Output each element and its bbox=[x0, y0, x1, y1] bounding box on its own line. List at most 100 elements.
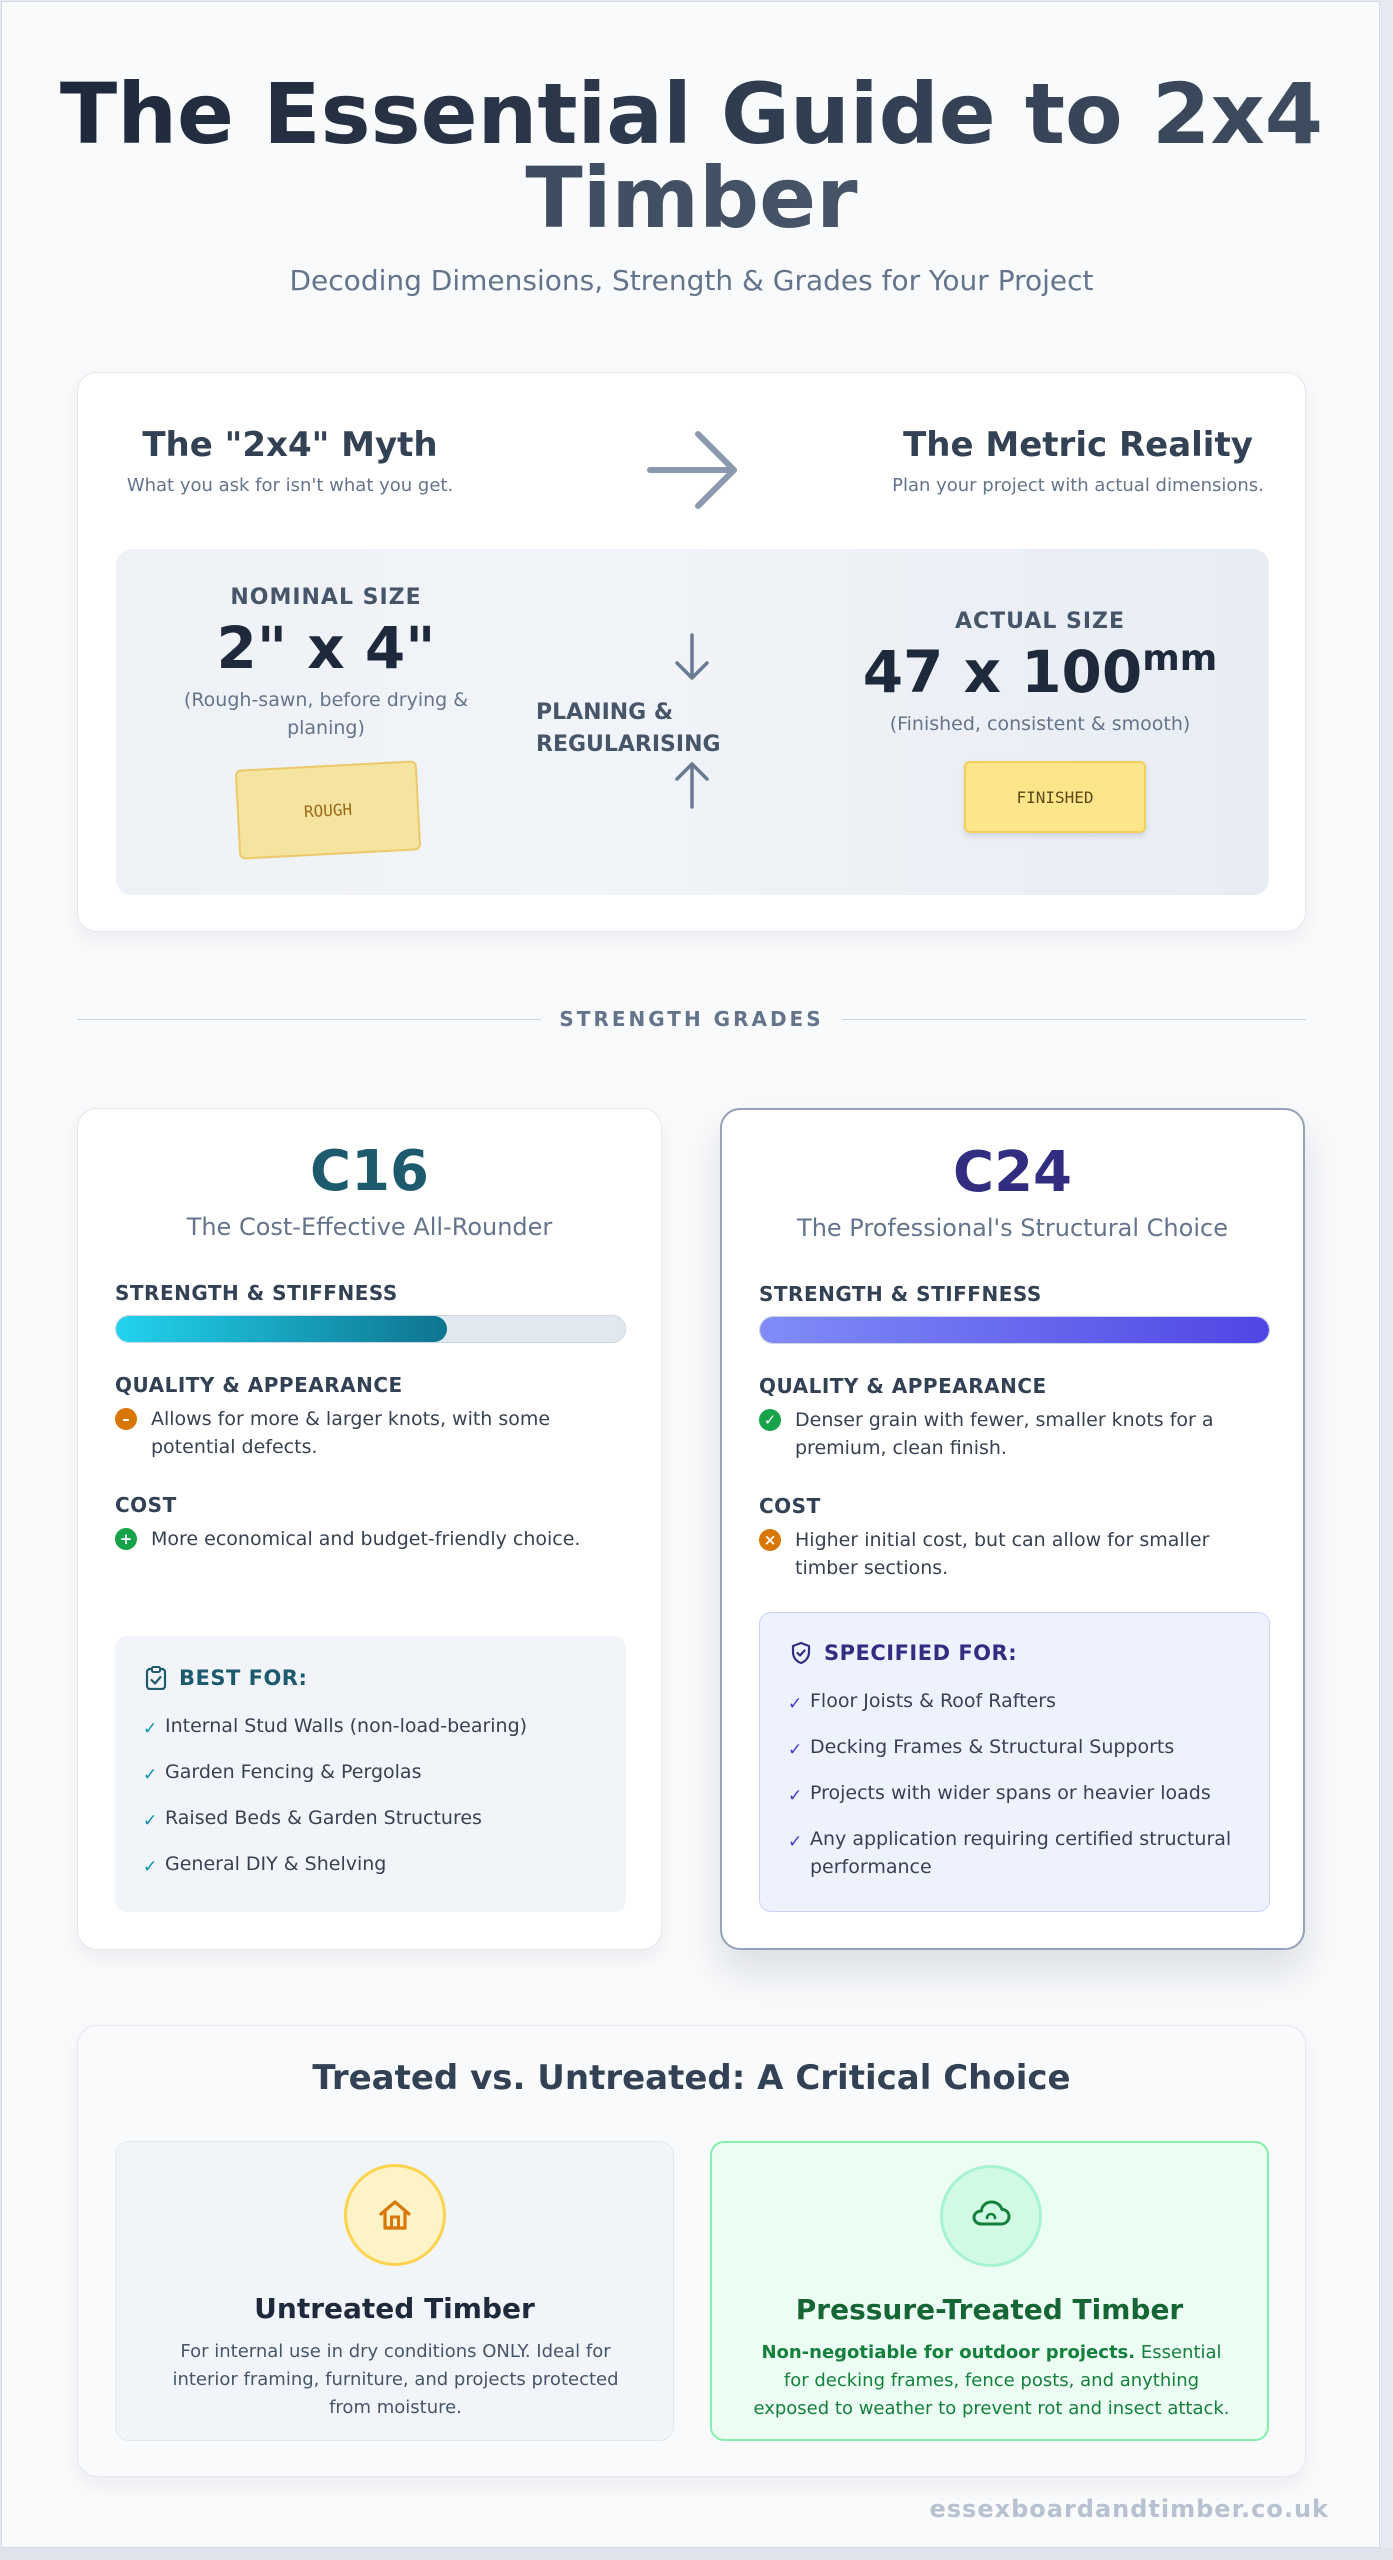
specified-for-item: ✓ Floor Joists & Roof Rafters bbox=[788, 1687, 1238, 1718]
best-for-box-c16: BEST FOR: ✓ Internal Stud Walls (non-load… bbox=[115, 1636, 626, 1912]
strength-label-c24: STRENGTH & STIFFNESS bbox=[759, 1282, 1042, 1306]
best-for-item-text: Internal Stud Walls (non-load-bearing) bbox=[165, 1715, 528, 1737]
nominal-size-note: (Rough-sawn, before drying & planing) bbox=[183, 689, 469, 739]
grade-card-c16: C16 The Cost-Effective All-Rounder STREN… bbox=[77, 1108, 662, 1950]
specified-for-item: ✓ Any application requiring certified str… bbox=[788, 1825, 1238, 1881]
actual-size-unit: mm bbox=[1142, 638, 1218, 679]
nominal-size-value: 2" x 4" bbox=[216, 614, 436, 682]
best-for-heading-c16: BEST FOR: bbox=[145, 1666, 307, 1690]
cost-text-c24: Higher initial cost, but can allow for s… bbox=[795, 1529, 1210, 1579]
arrow-up-icon bbox=[675, 762, 709, 809]
cost-item-c16: + More economical and budget-friendly ch… bbox=[115, 1525, 625, 1553]
specified-for-heading-text-c24: SPECIFIED FOR: bbox=[824, 1641, 1018, 1665]
grade-subtitle-c16: The Cost-Effective All-Rounder bbox=[186, 1213, 553, 1241]
strength-bar-c24 bbox=[759, 1316, 1270, 1344]
house-icon bbox=[344, 2164, 446, 2266]
strength-bar-c16 bbox=[115, 1315, 626, 1343]
reality-heading-block: The Metric Reality Plan your project wit… bbox=[868, 425, 1288, 496]
cost-label-c24: COST bbox=[759, 1494, 821, 1518]
footer-site-url: essexboardandtimber.co.uk bbox=[929, 2495, 1329, 2523]
actual-size-note: (Finished, consistent & smooth) bbox=[889, 713, 1191, 735]
myth-heading-block: The "2x4" Myth What you ask for isn't wh… bbox=[80, 425, 500, 496]
specified-for-item: ✓ Decking Frames & Structural Supports bbox=[788, 1733, 1238, 1764]
plus-circle-icon: + bbox=[115, 1528, 137, 1550]
grade-title-c16: C16 bbox=[309, 1139, 430, 1204]
section-divider-label: STRENGTH GRADES bbox=[2, 1007, 1381, 1031]
best-for-item: ✓ Internal Stud Walls (non-load-bearing) bbox=[143, 1712, 593, 1743]
treatment-title: Treated vs. Untreated: A Critical Choice bbox=[312, 2058, 1071, 2098]
specified-for-heading-c24: SPECIFIED FOR: bbox=[790, 1641, 1017, 1665]
strength-bar-fill-c16 bbox=[116, 1316, 447, 1342]
strength-label-c16: STRENGTH & STIFFNESS bbox=[115, 1281, 398, 1305]
finished-tag: FINISHED bbox=[964, 761, 1146, 833]
cloud-rain-icon bbox=[940, 2165, 1042, 2267]
best-for-item: ✓ Garden Fencing & Pergolas bbox=[143, 1758, 593, 1789]
check-icon: ✓ bbox=[143, 1857, 158, 1877]
shield-check-icon bbox=[791, 1641, 811, 1665]
check-icon: ✓ bbox=[143, 1811, 158, 1831]
specified-for-item-text: Decking Frames & Structural Supports bbox=[810, 1736, 1175, 1758]
arrow-down-icon bbox=[675, 633, 709, 680]
best-for-item-text: General DIY & Shelving bbox=[165, 1853, 387, 1875]
quality-item-c24: ✓ Denser grain with fewer, smaller knots… bbox=[759, 1406, 1269, 1462]
specified-for-item: ✓ Projects with wider spans or heavier lo… bbox=[788, 1779, 1238, 1810]
page-shadow bbox=[0, 2548, 1393, 2560]
quality-label-c16: QUALITY & APPEARANCE bbox=[115, 1373, 403, 1397]
house-icon-glyph bbox=[379, 2200, 411, 2230]
check-icon: ✓ bbox=[788, 1740, 803, 1760]
page-title: The Essential Guide to 2x4 Timber bbox=[2, 72, 1381, 240]
pressure-treated-text: Non-negotiable for outdoor projects. Ess… bbox=[752, 2339, 1231, 2423]
rough-tag: ROUGH bbox=[234, 760, 422, 860]
cost-text-c16: More economical and budget-friendly choi… bbox=[151, 1528, 581, 1550]
check-icon: ✓ bbox=[143, 1765, 158, 1785]
untreated-timber-box: Untreated Timber For internal use in dry… bbox=[115, 2141, 674, 2441]
actual-size-value: 47 x 100mm bbox=[850, 638, 1230, 706]
grade-title-c24: C24 bbox=[952, 1140, 1073, 1205]
specified-for-item-text: Any application requiring certified stru… bbox=[810, 1828, 1232, 1878]
actual-size-label: ACTUAL SIZE bbox=[954, 609, 1126, 634]
process-label-line2: REGULARISING bbox=[536, 732, 721, 757]
process-label-line1: PLANING & bbox=[536, 700, 674, 725]
reality-heading: The Metric Reality bbox=[903, 425, 1253, 465]
quality-text-c24: Denser grain with fewer, smaller knots f… bbox=[795, 1409, 1214, 1459]
best-for-item-text: Garden Fencing & Pergolas bbox=[165, 1761, 422, 1783]
arrow-right-icon bbox=[647, 431, 737, 509]
pressure-treated-box: Pressure-Treated Timber Non-negotiable f… bbox=[710, 2141, 1269, 2441]
section-divider-text: STRENGTH GRADES bbox=[541, 1007, 842, 1031]
check-icon: ✓ bbox=[788, 1694, 803, 1714]
pressure-treated-body: Essential for decking frames, fence post… bbox=[753, 2342, 1230, 2419]
nominal-size-label: NOMINAL SIZE bbox=[230, 585, 422, 610]
check-icon: ✓ bbox=[788, 1832, 803, 1852]
specified-for-item-text: Projects with wider spans or heavier loa… bbox=[810, 1782, 1211, 1804]
minus-circle-icon: – bbox=[115, 1408, 137, 1430]
grade-subtitle-c24: The Professional's Structural Choice bbox=[797, 1214, 1228, 1242]
page-subtitle: Decoding Dimensions, Strength & Grades f… bbox=[289, 264, 1094, 297]
best-for-heading-text-c16: BEST FOR: bbox=[179, 1666, 308, 1690]
page-title-text: The Essential Guide to 2x4 Timber bbox=[59, 65, 1324, 247]
check-circle-icon: ✓ bbox=[759, 1409, 781, 1431]
untreated-text: For internal use in dry conditions ONLY.… bbox=[172, 2341, 619, 2418]
cost-label-c16: COST bbox=[115, 1493, 177, 1517]
best-for-item: ✓ Raised Beds & Garden Structures bbox=[143, 1804, 593, 1835]
quality-text-c16: Allows for more & larger knots, with som… bbox=[151, 1408, 551, 1458]
cost-item-c24: × Higher initial cost, but can allow for… bbox=[759, 1526, 1269, 1582]
actual-size-block: ACTUAL SIZE 47 x 100mm (Finished, consis… bbox=[850, 609, 1230, 738]
myth-vs-reality-card: The "2x4" Myth What you ask for isn't wh… bbox=[77, 372, 1306, 932]
pressure-treated-heading: Pressure-Treated Timber bbox=[795, 2293, 1184, 2326]
x-circle-icon: × bbox=[759, 1529, 781, 1551]
clipboard-check-icon bbox=[145, 1666, 167, 1690]
specified-for-item-text: Floor Joists & Roof Rafters bbox=[810, 1690, 1056, 1712]
nominal-size-block: NOMINAL SIZE 2" x 4" (Rough-sawn, before… bbox=[156, 585, 496, 742]
myth-heading: The "2x4" Myth bbox=[142, 425, 438, 465]
reality-subheading: Plan your project with actual dimensions… bbox=[892, 475, 1264, 496]
grade-card-c24: C24 The Professional's Structural Choice… bbox=[720, 1108, 1305, 1950]
strength-bar-fill-c24 bbox=[760, 1317, 1269, 1343]
quality-label-c24: QUALITY & APPEARANCE bbox=[759, 1374, 1047, 1398]
specified-for-box-c24: SPECIFIED FOR: ✓ Floor Joists & Roof Raft… bbox=[759, 1612, 1270, 1912]
myth-subheading: What you ask for isn't what you get. bbox=[126, 475, 454, 496]
best-for-item: ✓ General DIY & Shelving bbox=[143, 1850, 593, 1881]
actual-size-number: 47 x 100 bbox=[862, 638, 1143, 706]
treatment-card: Treated vs. Untreated: A Critical Choice… bbox=[77, 2025, 1306, 2477]
check-icon: ✓ bbox=[143, 1719, 158, 1739]
